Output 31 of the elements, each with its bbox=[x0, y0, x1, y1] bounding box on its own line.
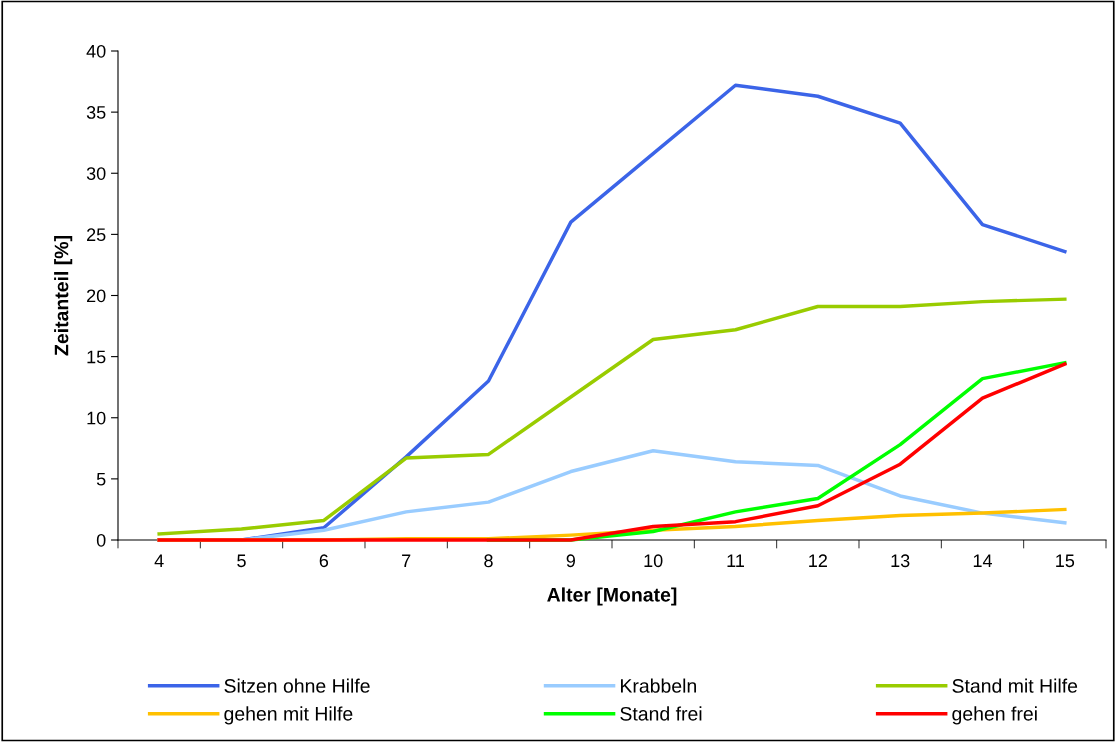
y-axis-title: Zeitanteil [%] bbox=[54, 236, 73, 356]
y-tick-label: 40 bbox=[86, 44, 106, 58]
y-tick-label: 5 bbox=[96, 473, 106, 486]
legend-label: Krabbeln bbox=[621, 678, 696, 693]
x-tick-label: 4 bbox=[154, 554, 164, 567]
legend-label: gehen frei bbox=[952, 706, 1037, 725]
legend-label: Stand mit Hilfe bbox=[952, 678, 1078, 693]
legend-label: Sitzen ohne Hilfe bbox=[224, 678, 370, 693]
x-tick-label: 13 bbox=[891, 554, 910, 568]
x-tick-label: 10 bbox=[644, 554, 663, 568]
line-series bbox=[157, 297, 1067, 536]
y-tick-label: 10 bbox=[87, 411, 106, 425]
y-tick-label: 30 bbox=[86, 167, 106, 180]
x-tick-label: 8 bbox=[484, 554, 493, 568]
x-axis-title: Alter [Monate] bbox=[547, 587, 677, 606]
y-tick-label: 20 bbox=[87, 289, 106, 303]
y-tick-label: 15 bbox=[87, 350, 106, 364]
x-tick-label: 5 bbox=[237, 554, 246, 568]
x-tick-label: 12 bbox=[809, 554, 827, 567]
x-tick-label: 15 bbox=[1056, 554, 1075, 568]
x-tick-label: 6 bbox=[319, 554, 329, 568]
line-series bbox=[157, 362, 1067, 542]
x-tick-label: 9 bbox=[566, 554, 575, 568]
y-tick-label: 35 bbox=[86, 106, 106, 119]
x-tick-label: 7 bbox=[402, 554, 411, 567]
x-tick-label: 11 bbox=[727, 554, 744, 567]
y-tick-label: 25 bbox=[87, 228, 106, 242]
legend-label: gehen mit Hilfe bbox=[224, 706, 353, 725]
y-tick-label: 0 bbox=[96, 533, 106, 547]
x-tick-label: 14 bbox=[973, 554, 993, 567]
legend-label: Stand frei bbox=[620, 706, 702, 721]
